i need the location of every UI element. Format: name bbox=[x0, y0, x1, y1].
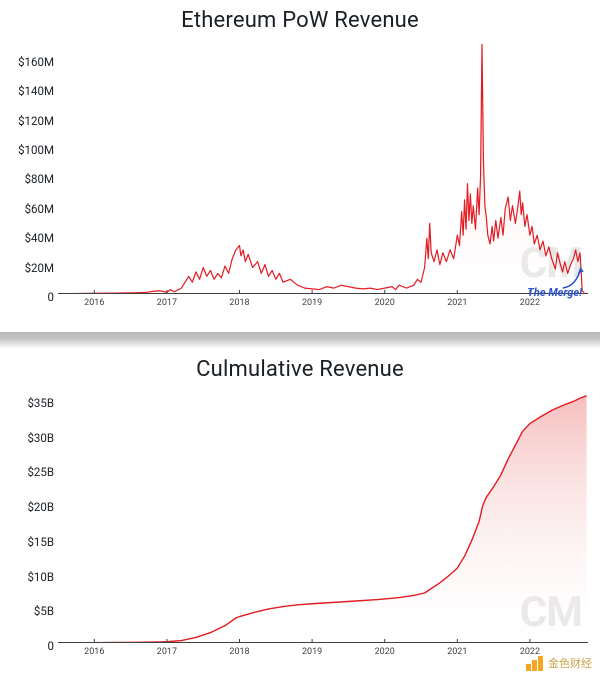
x-axis-labels-top: 2016 2017 2018 2019 2020 2021 2022 bbox=[58, 298, 588, 312]
y-tick-label: $160M bbox=[0, 55, 54, 69]
x-tick-label: 2021 bbox=[447, 298, 467, 308]
x-tick-label: 2017 bbox=[157, 298, 177, 308]
x-tick-label: 2019 bbox=[302, 298, 322, 308]
y-axis-labels-top: 0 $20M $40M $60M $80M $100M $120M $140M $160M bbox=[0, 0, 54, 332]
area-chart-bottom bbox=[58, 393, 588, 643]
source-label: 金色财经 bbox=[548, 655, 592, 671]
panel-cumulative-revenue: Culmulative Revenue CM 20162017201820192… bbox=[0, 349, 600, 681]
x-tick-label: 2022 bbox=[520, 298, 540, 308]
chart-title-bottom: Culmulative Revenue bbox=[0, 349, 600, 382]
y-tick-label: $35B bbox=[0, 396, 54, 410]
x-tick-label: 2019 bbox=[302, 647, 322, 657]
y-tick-label: $140M bbox=[0, 84, 54, 98]
x-tick-label: 2016 bbox=[84, 647, 104, 657]
y-tick-label: $30B bbox=[0, 431, 54, 445]
page: Ethereum PoW Revenue CM 2016201720182019… bbox=[0, 0, 600, 681]
x-tick-label: 2018 bbox=[229, 298, 249, 308]
y-tick-label: $10B bbox=[0, 570, 54, 584]
plot-area-bottom bbox=[58, 393, 588, 643]
panel-pow-revenue: Ethereum PoW Revenue CM 2016201720182019… bbox=[0, 0, 600, 332]
y-axis-labels-bottom: 0 $5B $10B $15B $20B $25B $30B $35B bbox=[0, 349, 54, 681]
x-axis-labels-bottom: 2016201720182019202020212022 bbox=[58, 647, 588, 661]
y-tick-label: $25B bbox=[0, 465, 54, 479]
source-attribution: 金色财经 bbox=[524, 653, 592, 673]
y-tick-label: 0 bbox=[0, 639, 54, 653]
x-tick-label: 2020 bbox=[375, 647, 395, 657]
x-tick-label: 2018 bbox=[229, 647, 249, 657]
y-tick-label: $20M bbox=[0, 261, 54, 275]
y-tick-label: $100M bbox=[0, 143, 54, 157]
x-tick-label: 2016 bbox=[84, 298, 104, 308]
chart-title-top: Ethereum PoW Revenue bbox=[0, 0, 600, 33]
y-tick-label: $20B bbox=[0, 500, 54, 514]
x-tick-label: 2020 bbox=[375, 298, 395, 308]
y-tick-label: 0 bbox=[0, 290, 54, 304]
y-tick-label: $120M bbox=[0, 114, 54, 128]
x-tick-label: 2021 bbox=[447, 647, 467, 657]
x-tick-label: 2017 bbox=[157, 647, 177, 657]
area-chart-top bbox=[58, 44, 588, 294]
y-tick-label: $5B bbox=[0, 604, 54, 618]
y-tick-label: $80M bbox=[0, 172, 54, 186]
y-tick-label: $60M bbox=[0, 202, 54, 216]
merge-annotation-text: The Merge! bbox=[527, 286, 582, 299]
source-logo-icon bbox=[524, 653, 544, 673]
plot-area-top bbox=[58, 44, 588, 294]
y-tick-label: $40M bbox=[0, 231, 54, 245]
panel-separator bbox=[0, 332, 600, 349]
y-tick-label: $15B bbox=[0, 535, 54, 549]
